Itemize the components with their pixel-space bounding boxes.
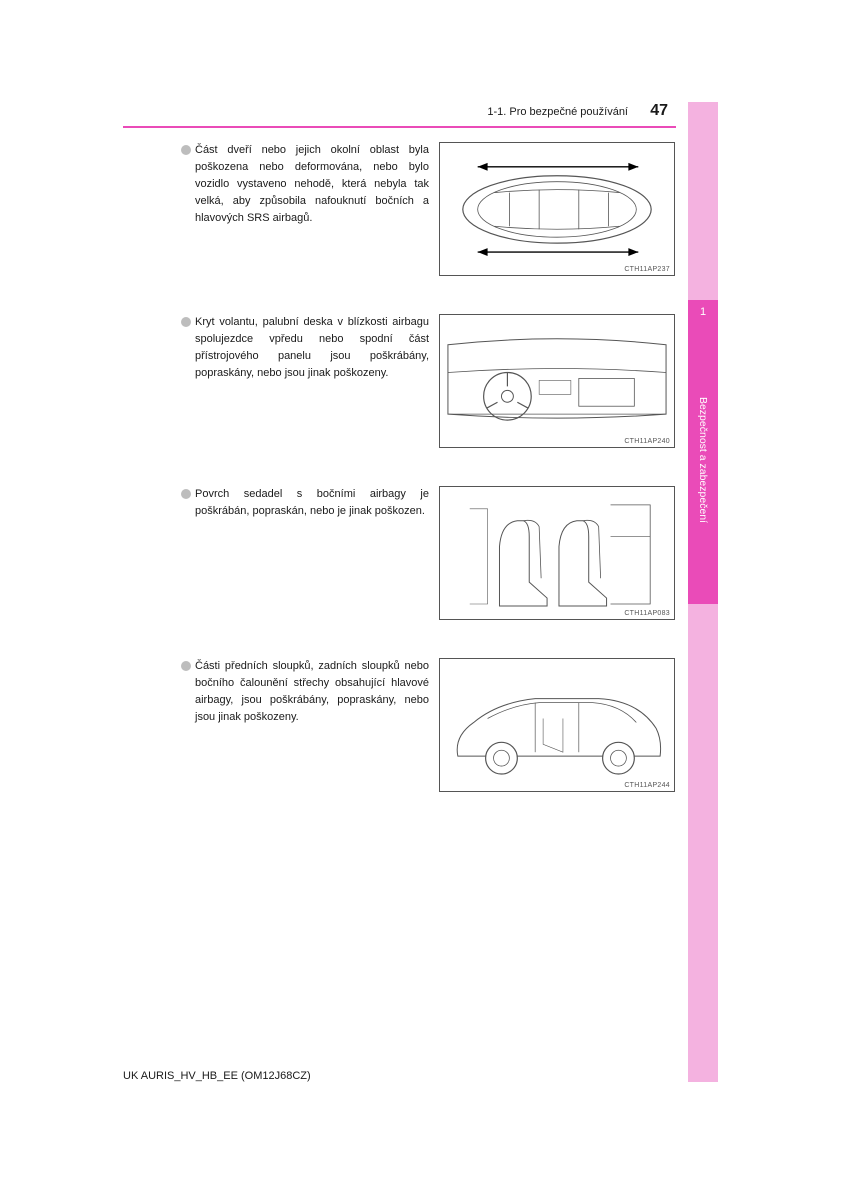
bullet-item: Části předních sloupků, zadních sloupků …	[181, 658, 429, 726]
image-id: CTH11AP244	[624, 782, 670, 789]
item-row: Kryt volantu, palubní deska v blízkosti …	[181, 314, 678, 454]
diagram-seats: CTH11AP083	[439, 486, 675, 620]
item-row: Části předních sloupků, zadních sloupků …	[181, 658, 678, 798]
item-row: Část dveří nebo jejich okolní oblast byl…	[181, 142, 678, 282]
item-text: Povrch sedadel s bočními airbagy je pošk…	[195, 486, 429, 520]
bullet-icon	[181, 317, 191, 327]
item-image-col: CTH11AP083	[439, 486, 677, 626]
footer-text: UK AURIS_HV_HB_EE (OM12J68CZ)	[123, 1070, 311, 1082]
manual-page: 1 Bezpečnost a zabezpečení 47 1-1. Pro b…	[123, 102, 718, 1092]
car-top-svg	[440, 143, 674, 276]
content-area: Část dveří nebo jejich okolní oblast byl…	[181, 142, 678, 830]
side-tab-label: Bezpečnost a zabezpečení	[697, 397, 709, 523]
page-number: 47	[650, 102, 668, 120]
car-side-svg	[440, 659, 674, 792]
bullet-item: Povrch sedadel s bočními airbagy je pošk…	[181, 486, 429, 520]
item-text-col: Povrch sedadel s bočními airbagy je pošk…	[181, 486, 439, 626]
item-image-col: CTH11AP240	[439, 314, 677, 454]
image-id: CTH11AP237	[624, 266, 670, 273]
side-tab-number: 1	[688, 306, 718, 318]
item-image-col: CTH11AP237	[439, 142, 677, 282]
diagram-car-top-view: CTH11AP237	[439, 142, 675, 276]
bullet-icon	[181, 489, 191, 499]
diagram-car-side-view: CTH11AP244	[439, 658, 675, 792]
side-tab: 1 Bezpečnost a zabezpečení	[688, 300, 718, 604]
item-text-col: Kryt volantu, palubní deska v blízkosti …	[181, 314, 439, 454]
image-id: CTH11AP083	[624, 610, 670, 617]
diagram-dashboard: CTH11AP240	[439, 314, 675, 448]
item-text-col: Části předních sloupků, zadních sloupků …	[181, 658, 439, 798]
item-text-col: Část dveří nebo jejich okolní oblast byl…	[181, 142, 439, 282]
section-label: 1-1. Pro bezpečné používání	[368, 106, 628, 118]
bullet-icon	[181, 661, 191, 671]
side-tab-label-wrap: Bezpečnost a zabezpečení	[688, 330, 718, 590]
item-text: Části předních sloupků, zadních sloupků …	[195, 658, 429, 726]
item-text: Část dveří nebo jejich okolní oblast byl…	[195, 142, 429, 227]
bullet-item: Část dveří nebo jejich okolní oblast byl…	[181, 142, 429, 227]
item-row: Povrch sedadel s bočními airbagy je pošk…	[181, 486, 678, 626]
seats-svg	[440, 487, 674, 620]
header-rule	[123, 126, 676, 128]
image-id: CTH11AP240	[624, 438, 670, 445]
dashboard-svg	[440, 315, 674, 448]
item-text: Kryt volantu, palubní deska v blízkosti …	[195, 314, 429, 382]
item-image-col: CTH11AP244	[439, 658, 677, 798]
bullet-item: Kryt volantu, palubní deska v blízkosti …	[181, 314, 429, 382]
bullet-icon	[181, 145, 191, 155]
